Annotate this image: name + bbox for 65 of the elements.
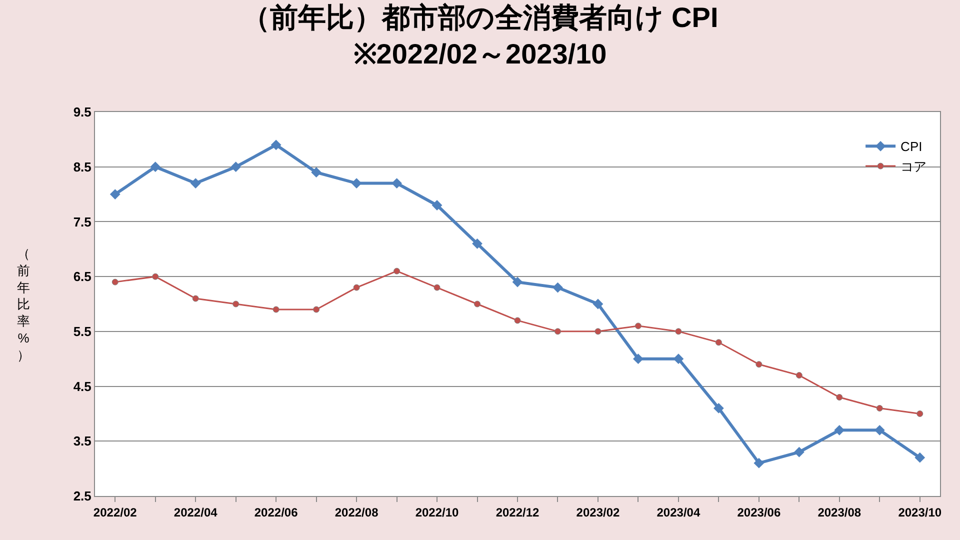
point — [874, 424, 885, 436]
point — [633, 354, 644, 364]
point — [110, 189, 120, 200]
point — [270, 140, 282, 150]
point — [592, 298, 604, 310]
point — [796, 372, 802, 379]
x-tick-label: 2022/04 — [174, 505, 218, 520]
point — [594, 328, 602, 335]
point — [834, 424, 845, 436]
point — [673, 354, 684, 364]
point — [876, 404, 883, 412]
y-tick-label: 8.5 — [73, 159, 92, 174]
point — [916, 410, 924, 417]
point — [311, 167, 322, 178]
point — [794, 446, 804, 458]
x-tick-label: 2022/06 — [254, 505, 298, 520]
point — [552, 282, 563, 293]
x-tick-label: 2023/08 — [818, 505, 862, 520]
point — [394, 268, 400, 274]
point — [232, 300, 240, 308]
chart-title: （前年比）都市部の全消費者向け CPI ※2022/02～2023/10 — [242, 2, 718, 70]
x-tick-label: 2023/04 — [656, 505, 700, 520]
y-tick-label: 9.5 — [73, 104, 92, 120]
point — [554, 328, 561, 335]
point — [432, 200, 442, 210]
point — [715, 339, 722, 346]
point — [353, 284, 360, 291]
x-tick-label: 2022/08 — [334, 505, 379, 520]
point — [514, 317, 521, 324]
point — [512, 276, 523, 288]
point — [392, 178, 402, 189]
point — [313, 306, 320, 313]
point — [634, 322, 642, 330]
point — [230, 162, 242, 172]
point — [190, 178, 201, 189]
y-tick-label: 5.5 — [73, 324, 92, 339]
point — [351, 178, 362, 189]
y-tick-label: 6.5 — [73, 269, 92, 284]
x-tick-label: 2022/12 — [496, 505, 540, 520]
point — [474, 300, 481, 308]
point — [434, 284, 440, 291]
legend-label: コア — [900, 159, 927, 174]
y-tick-label: 4.5 — [73, 378, 92, 394]
point — [150, 162, 161, 172]
x-tick-label: 2023/02 — [576, 505, 620, 520]
y-tick-label: 7.5 — [73, 214, 92, 230]
x-tick-label: 2023/06 — [737, 505, 781, 520]
y-tick-label: 3.5 — [73, 434, 92, 449]
x-tick-label: 2023/10 — [898, 505, 942, 520]
point — [756, 361, 762, 368]
point — [152, 273, 159, 280]
x-tick-label: 2022/10 — [415, 505, 460, 520]
legend-label: CPI — [900, 139, 922, 154]
point — [836, 394, 843, 401]
point — [112, 278, 118, 286]
point — [472, 238, 482, 249]
point — [675, 328, 682, 335]
point — [272, 306, 280, 313]
point — [914, 452, 926, 463]
point — [192, 295, 199, 302]
y-axis-title: （前年比率%） — [17, 246, 30, 362]
point — [754, 458, 764, 468]
y-tick-label: 2.5 — [73, 488, 92, 504]
point — [713, 403, 724, 414]
x-tick-label: 2022/02 — [93, 505, 138, 520]
